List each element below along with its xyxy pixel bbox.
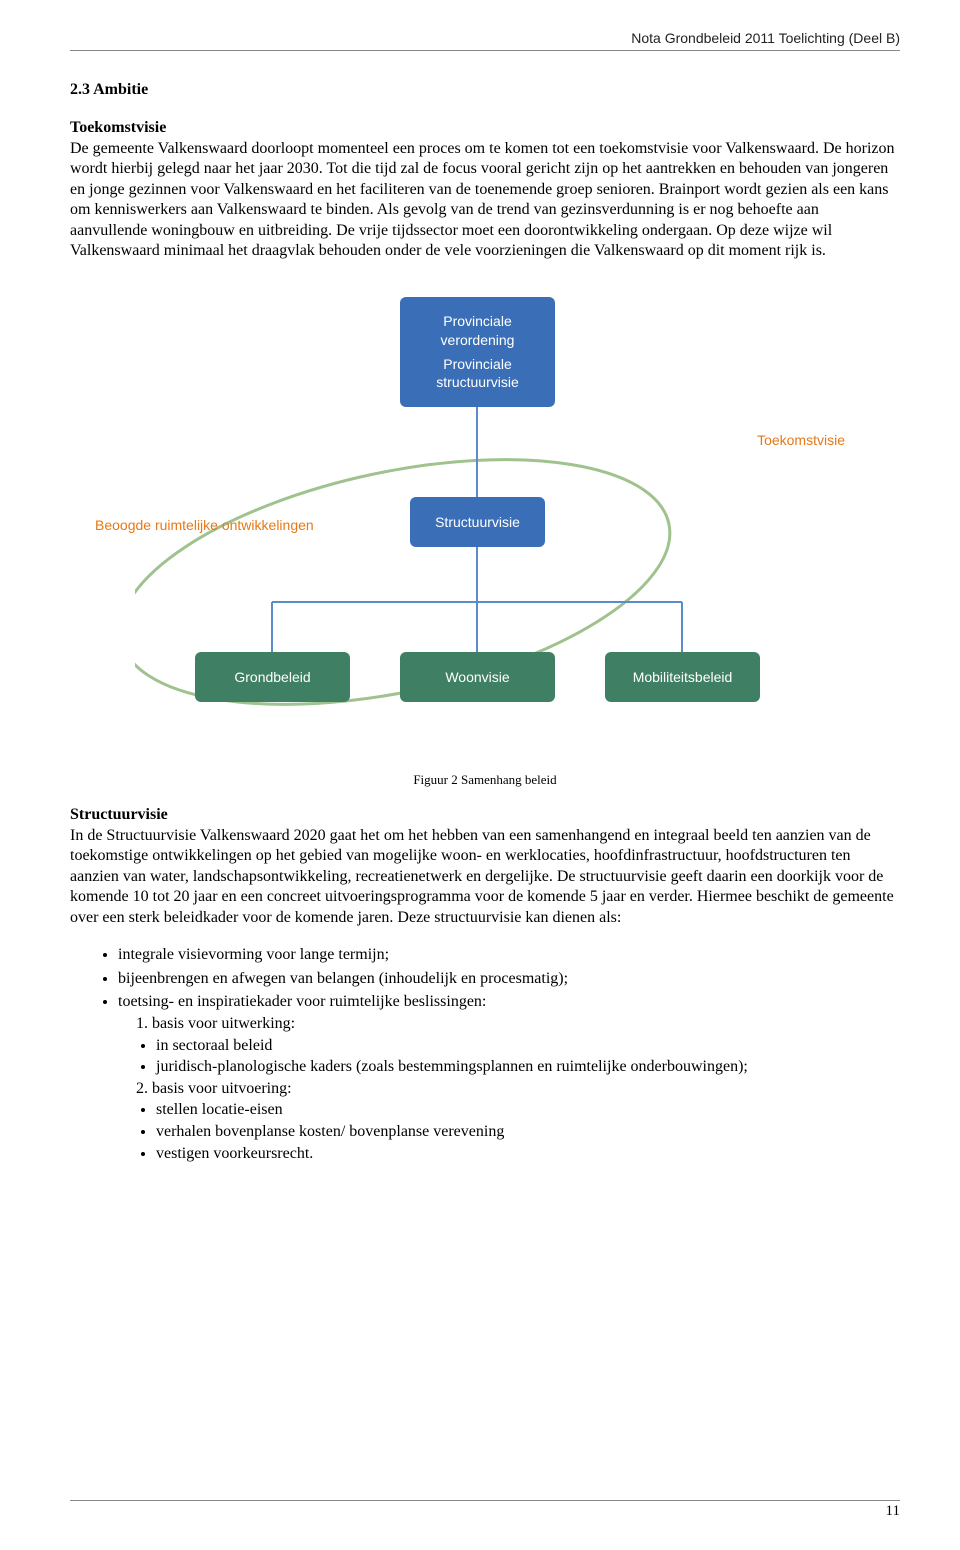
annotation-beoogde: Beoogde ruimtelijke ontwikkelingen: [95, 517, 314, 533]
node-line: structuurvisie: [436, 373, 518, 391]
node-line: verordening: [441, 331, 515, 349]
node-line: Provinciale: [443, 312, 511, 330]
bullet-sublist: stellen locatie-eisen verhalen bovenplan…: [152, 1099, 900, 1164]
page-number: 11: [886, 1503, 900, 1519]
diagram: Toekomstvisie Beoogde ruimtelijke ontwik…: [135, 282, 835, 762]
list-item: basis voor uitwerking: in sectoraal bele…: [152, 1013, 900, 1078]
list-item: bijeenbrengen en afwegen van belangen (i…: [118, 968, 900, 990]
bullet-list: integrale visievorming voor lange termij…: [70, 944, 900, 1164]
block1-heading: Toekomstvisie: [70, 119, 900, 137]
list-item: juridisch-planologische kaders (zoals be…: [156, 1056, 900, 1078]
list-item: basis voor uitvoering: stellen locatie-e…: [152, 1078, 900, 1164]
node-mobiliteit: Mobiliteitsbeleid: [605, 652, 760, 702]
section-heading: 2.3 Ambitie: [70, 81, 900, 99]
node-woonvisie: Woonvisie: [400, 652, 555, 702]
node-label: Structuurvisie: [435, 513, 520, 531]
annotation-toekomstvisie: Toekomstvisie: [757, 432, 845, 448]
node-label: Grondbeleid: [234, 668, 310, 686]
bullet-sublist: in sectoraal beleid juridisch-planologis…: [152, 1035, 900, 1078]
list-item: integrale visievorming voor lange termij…: [118, 944, 900, 966]
list-item: verhalen bovenplanse kosten/ bovenplanse…: [156, 1121, 900, 1143]
numbered-sublist: basis voor uitwerking: in sectoraal bele…: [118, 1013, 900, 1164]
list-item: stellen locatie-eisen: [156, 1099, 900, 1121]
node-line: Provinciale: [443, 355, 511, 373]
node-grondbeleid: Grondbeleid: [195, 652, 350, 702]
list-item: vestigen voorkeursrecht.: [156, 1143, 900, 1165]
list-item: toetsing- en inspiratiekader voor ruimte…: [118, 991, 900, 1164]
page-header: Nota Grondbeleid 2011 Toelichting (Deel …: [70, 30, 900, 51]
block2-heading: Structuurvisie: [70, 806, 900, 824]
node-label: Mobiliteitsbeleid: [633, 668, 733, 686]
page-footer: 11: [70, 1500, 900, 1520]
node-provinciale: Provinciale verordening Provinciale stru…: [400, 297, 555, 407]
block1-text: De gemeente Valkenswaard doorloopt momen…: [70, 139, 900, 262]
list-item: in sectoraal beleid: [156, 1035, 900, 1057]
block2-text: In de Structuurvisie Valkenswaard 2020 g…: [70, 826, 900, 928]
figure-caption: Figuur 2 Samenhang beleid: [70, 772, 900, 788]
node-structuurvisie: Structuurvisie: [410, 497, 545, 547]
node-label: Woonvisie: [445, 668, 509, 686]
